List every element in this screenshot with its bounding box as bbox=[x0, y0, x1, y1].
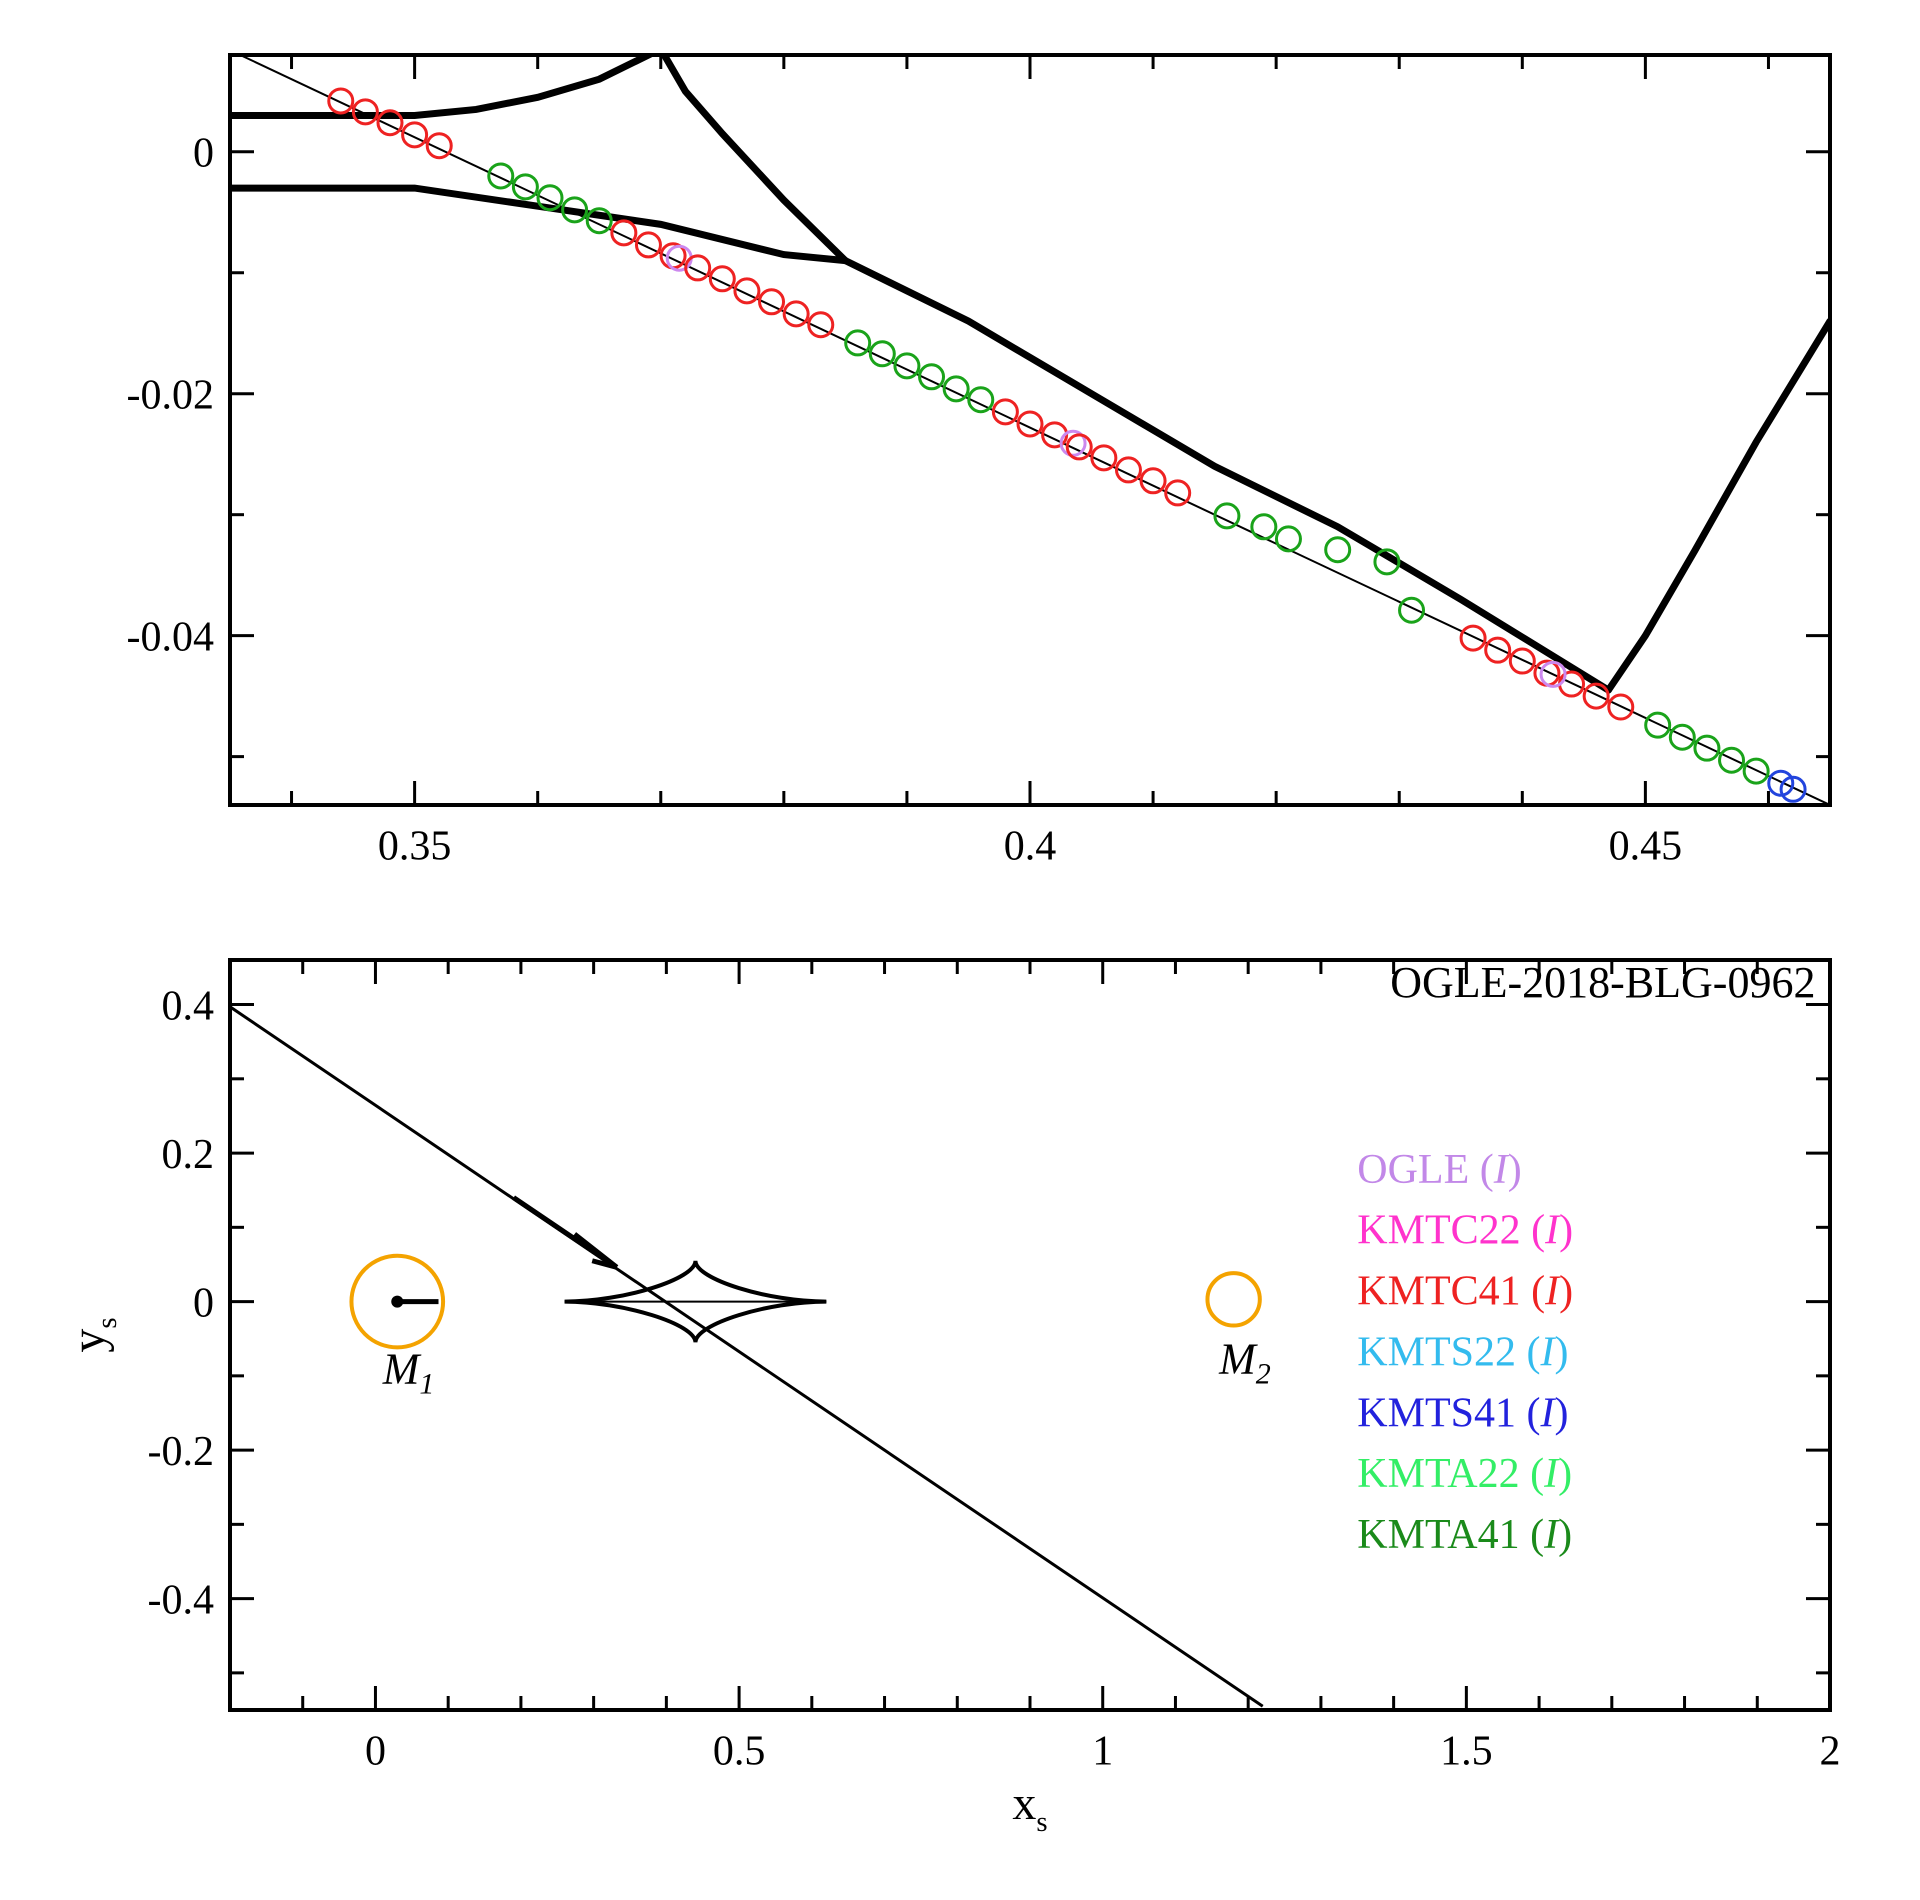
legend-item: KMTS41 (I) bbox=[1357, 1390, 1568, 1436]
data-point bbox=[329, 89, 353, 113]
source-trajectory bbox=[230, 50, 1830, 805]
caustic-curve bbox=[1608, 321, 1830, 690]
ytick-label: -0.2 bbox=[148, 1429, 215, 1475]
ytick-label: -0.02 bbox=[127, 372, 215, 418]
ylabel: ys bbox=[62, 1317, 123, 1352]
legend-item: KMTA22 (I) bbox=[1357, 1451, 1572, 1497]
axes-frame bbox=[230, 960, 1830, 1710]
data-point bbox=[1276, 527, 1300, 551]
xtick-label: 1.5 bbox=[1440, 1729, 1493, 1775]
xtick-label: 0.4 bbox=[1004, 824, 1057, 870]
legend-item: KMTC22 (I) bbox=[1357, 1208, 1573, 1254]
panel-title: OGLE-2018-BLG-0962 bbox=[1390, 958, 1815, 1007]
ytick-label: -0.04 bbox=[127, 614, 215, 660]
caustic-curve bbox=[230, 49, 661, 116]
xtick-label: 0.45 bbox=[1609, 824, 1683, 870]
xtick-label: 1 bbox=[1092, 1729, 1113, 1775]
data-point bbox=[1326, 538, 1350, 562]
data-point bbox=[1400, 598, 1424, 622]
mass-label: M1 bbox=[382, 1344, 435, 1400]
data-point bbox=[1646, 713, 1670, 737]
data-point bbox=[513, 175, 537, 199]
data-point bbox=[489, 164, 513, 188]
data-point bbox=[1461, 626, 1485, 650]
figure: 0.35 0.4 0.45 0 -0.02 -0.04 0 0.5 1 1.5 2 -0.4 -0.2 0… bbox=[0, 0, 1920, 1900]
data-point bbox=[1670, 725, 1694, 749]
ytick-label: 0 bbox=[193, 1280, 214, 1326]
data-point bbox=[1695, 736, 1719, 760]
data-point bbox=[1252, 515, 1276, 539]
xtick-label: 0.5 bbox=[713, 1729, 766, 1775]
data-point bbox=[1486, 638, 1510, 662]
caustic-curve bbox=[845, 261, 1608, 690]
data-point bbox=[1720, 748, 1744, 772]
data-point bbox=[1584, 684, 1608, 708]
legend-item: KMTA41 (I) bbox=[1357, 1512, 1572, 1558]
legend-item: KMTS22 (I) bbox=[1357, 1329, 1568, 1375]
data-point bbox=[1510, 649, 1534, 673]
data-point bbox=[636, 233, 660, 257]
xtick-label: 0 bbox=[365, 1729, 386, 1775]
data-point bbox=[353, 100, 377, 124]
ytick-label: 0.4 bbox=[162, 983, 215, 1029]
ytick-label: 0 bbox=[193, 130, 214, 176]
ytick-label: -0.4 bbox=[148, 1577, 215, 1623]
legend-item: KMTC41 (I) bbox=[1357, 1269, 1573, 1315]
legend-item: OGLE (I) bbox=[1357, 1147, 1521, 1193]
mass-M2 bbox=[1207, 1273, 1259, 1325]
xlabel: xs bbox=[1012, 1777, 1047, 1838]
mass-label: M2 bbox=[1218, 1335, 1271, 1391]
xtick-label: 0.35 bbox=[378, 824, 452, 870]
xtick-label: 2 bbox=[1820, 1729, 1841, 1775]
ytick-label: 0.2 bbox=[162, 1132, 215, 1178]
data-point bbox=[403, 123, 427, 147]
